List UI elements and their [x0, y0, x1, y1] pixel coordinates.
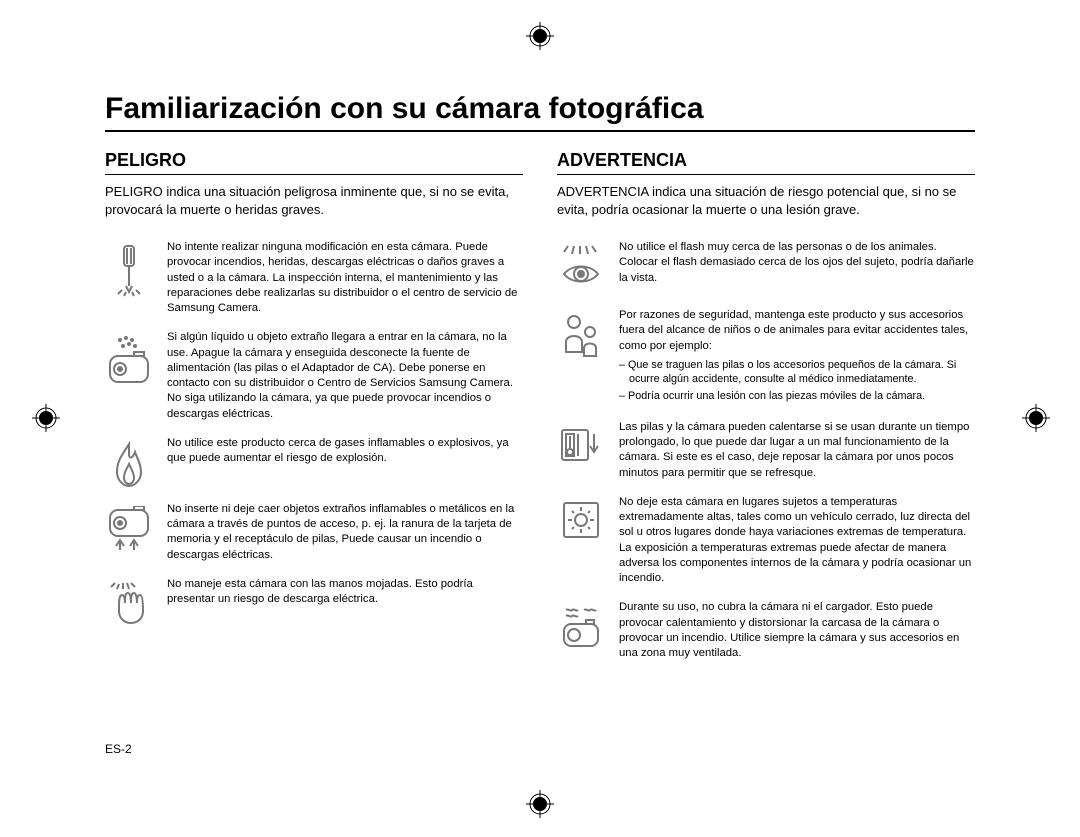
danger-item: No intente realizar ninguna modificación… — [105, 240, 523, 316]
warning-bullet: Que se traguen las pilas o los accesorio… — [619, 358, 975, 386]
children-icon — [557, 308, 605, 362]
warning-item: Por razones de seguridad, mantenga este … — [557, 308, 975, 406]
danger-lead: PELIGRO indica una situación peligrosa i… — [105, 183, 523, 218]
page-content: Familiarización con su cámara fotográfic… — [105, 92, 975, 675]
danger-item-text: Si algún líquido u objeto extraño llegar… — [167, 330, 523, 422]
flame-icon — [105, 436, 153, 488]
warning-heading: ADVERTENCIA — [557, 150, 975, 175]
warning-item-text: Por razones de seguridad, mantenga este … — [619, 308, 975, 406]
page-title: Familiarización con su cámara fotográfic… — [105, 92, 975, 132]
danger-item: Si algún líquido u objeto extraño llegar… — [105, 330, 523, 422]
warning-item: No utilice el flash muy cerca de las per… — [557, 240, 975, 294]
registration-mark-icon — [1022, 404, 1050, 432]
sun-temp-icon — [557, 495, 605, 541]
danger-item: No maneje esta cámara con las manos moja… — [105, 577, 523, 627]
danger-item: No inserte ni deje caer objetos extraños… — [105, 502, 523, 563]
camera-liquid-icon — [105, 330, 153, 388]
warning-column: ADVERTENCIA ADVERTENCIA indica una situa… — [557, 150, 975, 675]
cover-heat-icon — [557, 600, 605, 650]
flash-eye-icon — [557, 240, 605, 294]
warning-item-text: Durante su uso, no cubra la cámara ni el… — [619, 600, 975, 661]
danger-item: No utilice este producto cerca de gases … — [105, 436, 523, 488]
warning-item-text: Las pilas y la cámara pueden calentarse … — [619, 420, 975, 481]
danger-item-text: No inserte ni deje caer objetos extraños… — [167, 502, 523, 563]
warning-item-text: No deje esta cámara en lugares sujetos a… — [619, 495, 975, 587]
danger-column: PELIGRO PELIGRO indica una situación pel… — [105, 150, 523, 675]
warning-item-text: No utilice el flash muy cerca de las per… — [619, 240, 975, 286]
danger-heading: PELIGRO — [105, 150, 523, 175]
warning-item-bullets: Que se traguen las pilas o los accesorio… — [619, 358, 975, 403]
registration-mark-icon — [32, 404, 60, 432]
two-column-layout: PELIGRO PELIGRO indica una situación pel… — [105, 150, 975, 675]
warning-item: Las pilas y la cámara pueden calentarse … — [557, 420, 975, 481]
registration-mark-icon — [526, 790, 554, 818]
warning-bullet: Podría ocurrir una lesión con las piezas… — [619, 389, 975, 403]
warning-item-main-text: Por razones de seguridad, mantenga este … — [619, 309, 968, 352]
warning-item: No deje esta cámara en lugares sujetos a… — [557, 495, 975, 587]
warning-item: Durante su uso, no cubra la cámara ni el… — [557, 600, 975, 661]
hot-battery-icon — [557, 420, 605, 466]
danger-item-text: No utilice este producto cerca de gases … — [167, 436, 523, 467]
screwdriver-icon — [105, 240, 153, 298]
danger-item-text: No maneje esta cámara con las manos moja… — [167, 577, 523, 608]
wet-hand-icon — [105, 577, 153, 627]
warning-lead: ADVERTENCIA indica una situación de ries… — [557, 183, 975, 218]
camera-insert-icon — [105, 502, 153, 556]
page-number: ES-2 — [105, 742, 132, 756]
registration-mark-icon — [526, 22, 554, 50]
danger-item-text: No intente realizar ninguna modificación… — [167, 240, 523, 316]
